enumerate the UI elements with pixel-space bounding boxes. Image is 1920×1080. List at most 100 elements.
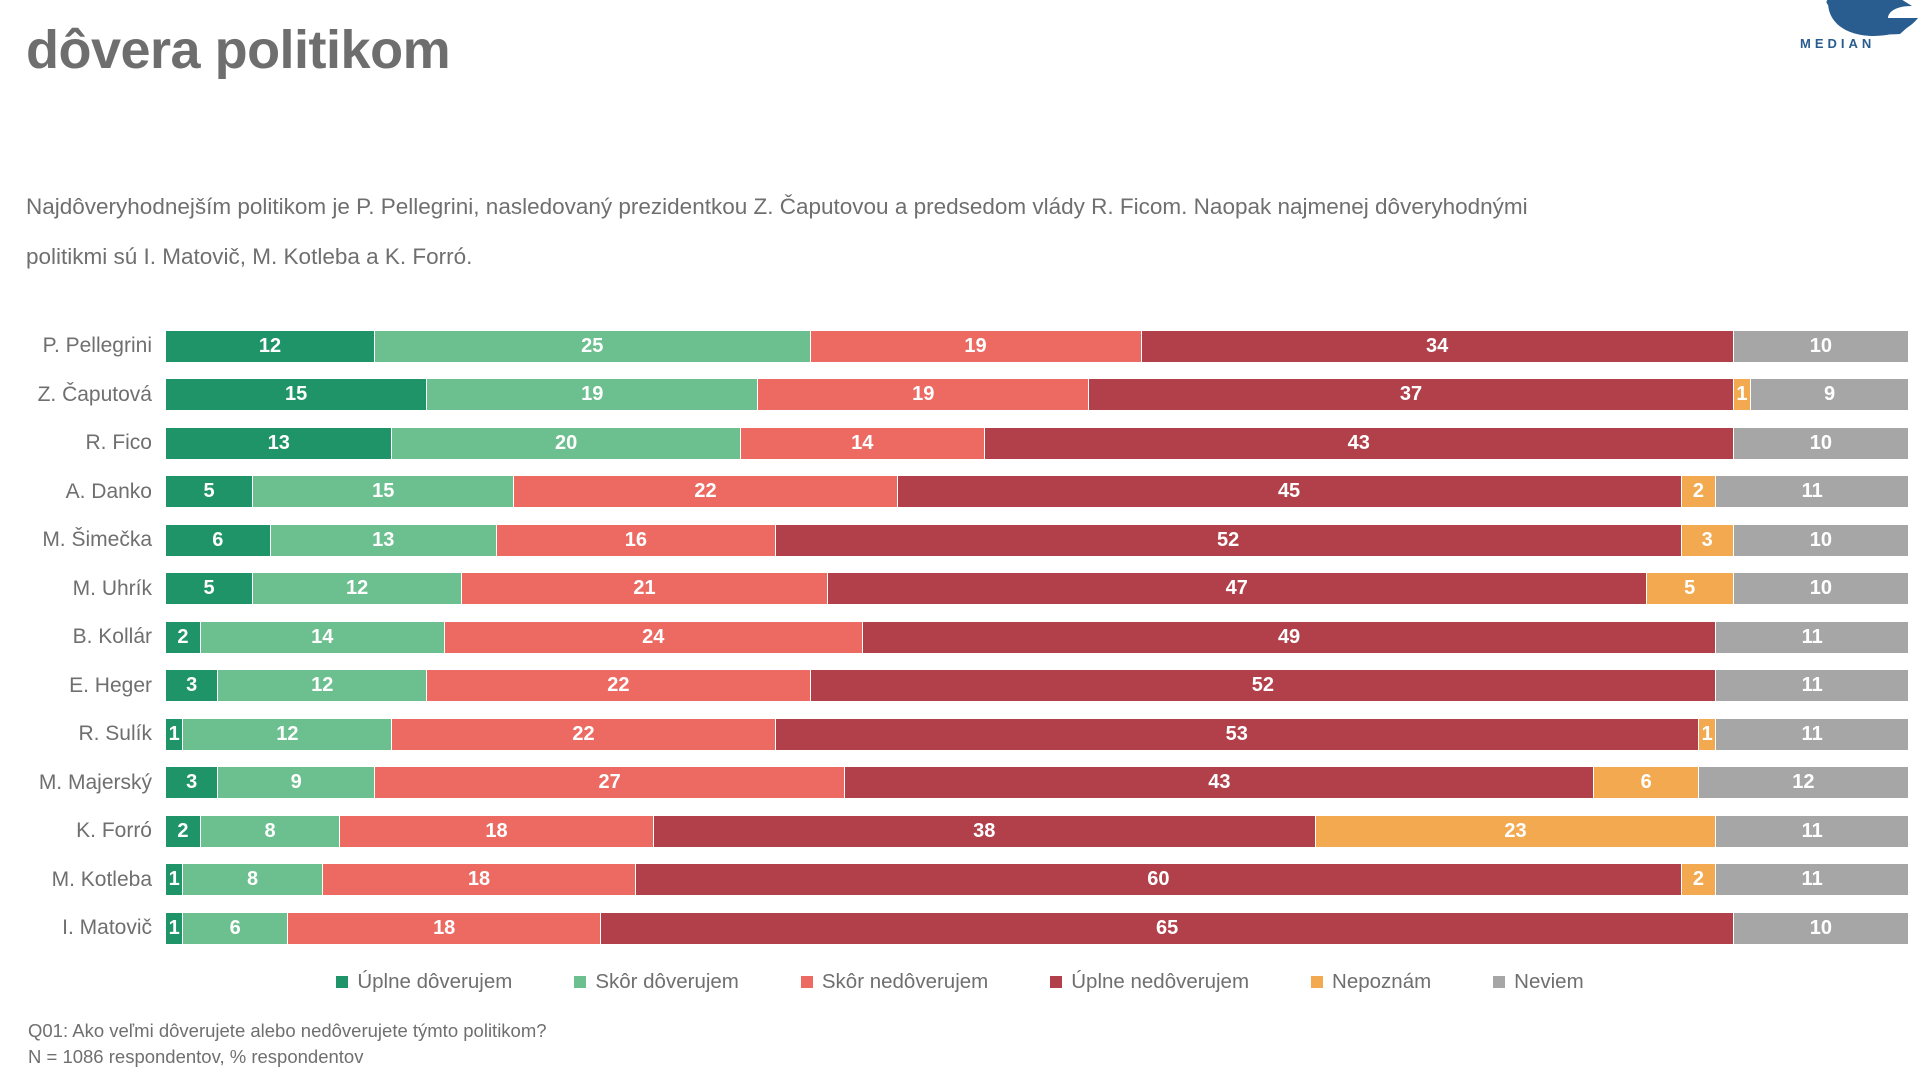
bar-segment-value: 12	[345, 577, 369, 600]
bar-segment[interactable]: 5	[166, 476, 254, 508]
bar-segment[interactable]: 11	[1716, 621, 1908, 653]
bar-segment[interactable]: 8	[200, 815, 341, 847]
bar-segment[interactable]: 1	[1698, 718, 1717, 750]
bar-segment[interactable]: 2	[166, 621, 201, 653]
bar-segment[interactable]: 1	[166, 864, 184, 896]
legend-item[interactable]: Úplne nedôverujem	[1050, 970, 1249, 994]
bar-segment[interactable]: 1	[166, 912, 184, 944]
bar-segment[interactable]: 8	[183, 864, 323, 896]
bar-segment[interactable]: 1	[1733, 379, 1752, 411]
legend-item[interactable]: Skôr nedôverujem	[800, 970, 988, 994]
bar-segment-value: 18	[485, 819, 508, 842]
bar-segment[interactable]: 49	[862, 621, 1717, 653]
bar-segment[interactable]: 10	[1733, 524, 1908, 556]
bar-segment[interactable]: 43	[984, 427, 1734, 459]
bar-segment[interactable]: 12	[183, 718, 393, 750]
bar-segment[interactable]: 43	[845, 767, 1595, 799]
bar-segment[interactable]: 5	[166, 573, 254, 605]
bar-segment[interactable]: 21	[462, 573, 828, 605]
legend-item[interactable]: Neviem	[1493, 970, 1584, 994]
bar-segment[interactable]: 11	[1716, 718, 1908, 750]
bar-segment[interactable]: 38	[653, 815, 1316, 847]
legend-item[interactable]: Skôr dôverujem	[574, 970, 739, 994]
bar-segment[interactable]: 10	[1733, 427, 1908, 459]
bar-segment-value: 2	[177, 625, 189, 648]
bar-segment[interactable]: 14	[740, 427, 985, 459]
legend-label: Neviem	[1514, 970, 1584, 993]
bar-segment-value: 3	[186, 674, 198, 697]
bar-segment[interactable]: 2	[1681, 476, 1717, 508]
bar-segment[interactable]: 6	[183, 912, 288, 944]
bar-segment[interactable]: 12	[253, 573, 463, 605]
bar-segment[interactable]: 45	[897, 476, 1682, 508]
bar-segment[interactable]: 16	[496, 524, 776, 556]
bar-segment-value: 9	[290, 771, 302, 794]
bar-segment[interactable]: 12	[218, 670, 428, 702]
bar-segment[interactable]: 9	[218, 767, 376, 799]
bar-segment[interactable]: 19	[427, 379, 759, 411]
bar-segment-value: 1	[168, 868, 180, 891]
bar-segment[interactable]: 25	[375, 330, 811, 362]
bar-segment[interactable]: 11	[1716, 670, 1908, 702]
legend-item[interactable]: Úplne dôverujem	[336, 970, 512, 994]
bar-segment-value: 22	[607, 674, 630, 697]
median-logo: MEDIAN	[1792, 0, 1920, 56]
footnote-base: N = 1086 respondentov, % respondentov	[28, 1046, 364, 1067]
bar-segment[interactable]: 37	[1089, 379, 1734, 411]
bar-segment[interactable]: 13	[270, 524, 497, 556]
bar-segment[interactable]: 3	[166, 767, 219, 799]
bar-segment[interactable]: 10	[1733, 573, 1908, 605]
bar-segment[interactable]: 18	[322, 864, 637, 896]
bar-segment-value: 43	[1208, 771, 1231, 794]
bar-segment[interactable]: 11	[1716, 476, 1908, 508]
bar-segment[interactable]: 47	[827, 573, 1647, 605]
bar-segment[interactable]: 1	[166, 718, 184, 750]
bar-segment[interactable]: 22	[514, 476, 898, 508]
legend-item[interactable]: Nepoznám	[1311, 970, 1431, 994]
bar-segment[interactable]: 18	[340, 815, 654, 847]
bar-segment[interactable]: 11	[1716, 864, 1908, 896]
row-label-m-kotleba: M. Kotleba	[51, 867, 152, 891]
bar-segment[interactable]: 23	[1315, 815, 1717, 847]
bar-segment-value: 2	[1692, 868, 1704, 891]
bar-segment[interactable]: 3	[1681, 524, 1734, 556]
stacked-bar: 12 25 19 34 10	[166, 330, 1908, 362]
bar-segment[interactable]: 6	[166, 524, 271, 556]
bar-segment-value: 14	[311, 625, 334, 648]
bar-segment[interactable]: 22	[392, 718, 776, 750]
bar-segment[interactable]: 12	[1698, 767, 1908, 799]
chart-row: B. Kollár 2 14 24 49 11	[0, 613, 1920, 662]
bar-segment[interactable]: 10	[1733, 912, 1908, 944]
bar-segment[interactable]: 19	[758, 379, 1090, 411]
bar-segment[interactable]: 65	[601, 912, 1734, 944]
bar-segment[interactable]: 15	[166, 379, 428, 411]
bar-segment[interactable]: 14	[200, 621, 445, 653]
bar-segment[interactable]: 52	[810, 670, 1717, 702]
bar-segment[interactable]: 2	[1681, 864, 1717, 896]
bar-segment[interactable]: 19	[810, 330, 1142, 362]
bar-segment-value: 12	[311, 674, 334, 697]
bar-segment[interactable]: 22	[427, 670, 811, 702]
bar-segment[interactable]: 53	[775, 718, 1699, 750]
bar-segment[interactable]: 18	[287, 912, 602, 944]
bar-segment[interactable]: 2	[166, 815, 201, 847]
bar-segment[interactable]: 20	[392, 427, 741, 459]
bar-segment[interactable]: 24	[444, 621, 863, 653]
bar-segment-value: 12	[1792, 771, 1815, 794]
bar-segment[interactable]: 34	[1141, 330, 1734, 362]
bar-segment[interactable]: 5	[1646, 573, 1734, 605]
bar-segment[interactable]: 52	[775, 524, 1682, 556]
bar-segment[interactable]: 3	[166, 670, 219, 702]
bar-segment[interactable]: 13	[166, 427, 393, 459]
chart-row: M. Uhrík 5 12 21 47 5 10	[0, 565, 1920, 614]
bar-segment[interactable]: 11	[1716, 815, 1908, 847]
bar-segment[interactable]: 15	[253, 476, 515, 508]
bar-segment[interactable]: 10	[1733, 330, 1908, 362]
bar-segment[interactable]: 60	[636, 864, 1682, 896]
stacked-bar: 5 12 21 47 5 10	[166, 573, 1908, 605]
bar-segment[interactable]: 9	[1751, 379, 1908, 411]
bar-segment[interactable]: 6	[1594, 767, 1699, 799]
bar-segment[interactable]: 12	[166, 330, 376, 362]
bar-segment[interactable]: 27	[375, 767, 846, 799]
row-label-p-pellegrini: P. Pellegrini	[42, 334, 152, 358]
